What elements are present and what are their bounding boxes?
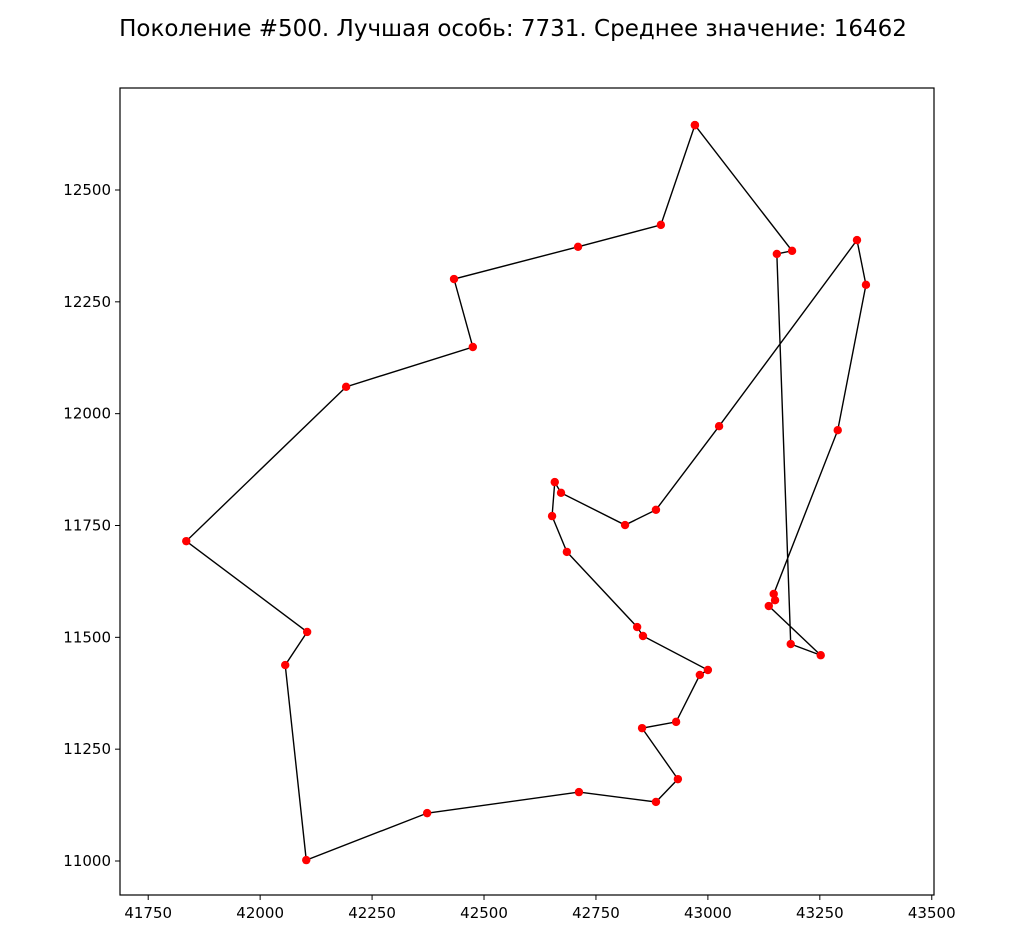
point — [422, 808, 432, 818]
y-tick-label: 12250 — [63, 293, 111, 311]
y-tick-label: 11750 — [63, 516, 111, 534]
y-tick-label: 11500 — [63, 628, 111, 646]
point — [302, 627, 312, 637]
point — [673, 774, 683, 784]
point — [651, 797, 661, 807]
point — [833, 426, 842, 435]
point — [764, 601, 773, 611]
point — [632, 622, 642, 632]
point — [770, 596, 780, 605]
x-tick-label: 42000 — [236, 904, 284, 922]
point — [302, 855, 311, 865]
x-tick-label: 41750 — [124, 904, 172, 922]
point — [656, 220, 666, 230]
point — [816, 651, 825, 660]
plot-frame — [119, 87, 935, 896]
point — [772, 249, 782, 259]
point — [281, 660, 290, 670]
point — [573, 242, 583, 252]
point — [852, 235, 862, 245]
point — [637, 723, 647, 733]
point — [547, 511, 557, 521]
point — [671, 717, 681, 727]
route-line — [185, 124, 867, 862]
point — [620, 520, 630, 530]
point — [182, 536, 191, 546]
point — [861, 280, 871, 290]
x-tick-label: 43000 — [684, 904, 732, 922]
point — [341, 382, 351, 392]
point — [638, 631, 648, 641]
point — [786, 639, 795, 649]
point — [651, 505, 661, 515]
point — [690, 120, 700, 130]
point — [695, 670, 705, 680]
point — [703, 665, 713, 675]
point — [550, 477, 559, 487]
point — [562, 547, 572, 557]
y-tick-label: 12500 — [63, 181, 111, 199]
y-tick-label: 12000 — [63, 405, 111, 423]
point — [449, 274, 459, 284]
chart-title: Поколение #500. Лучшая особь: 7731. Сред… — [119, 16, 907, 42]
point — [769, 589, 778, 599]
x-tick-label: 43500 — [908, 904, 956, 922]
x-tick-label: 42750 — [572, 904, 620, 922]
y-tick-label: 11250 — [63, 740, 111, 758]
point — [556, 488, 566, 498]
point — [714, 421, 724, 431]
y-tick-label: 11000 — [63, 852, 111, 870]
x-tick-label: 42500 — [460, 904, 508, 922]
point — [787, 246, 797, 256]
point — [574, 787, 584, 797]
x-tick-label: 42250 — [348, 904, 396, 922]
point — [468, 342, 478, 352]
x-tick-label: 43250 — [796, 904, 844, 922]
